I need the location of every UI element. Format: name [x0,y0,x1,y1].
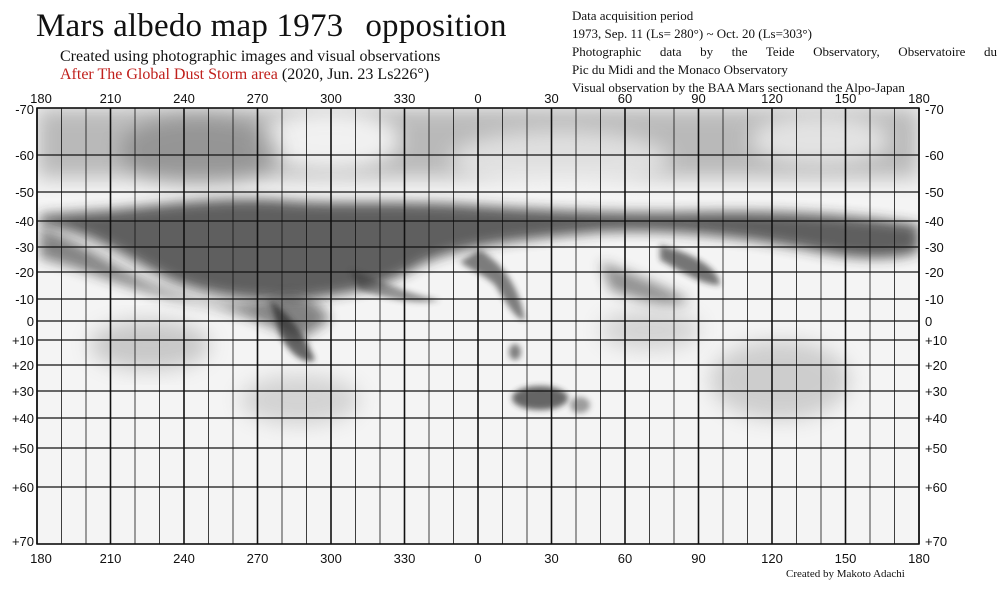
latitude-label: -30 [15,240,34,255]
latitude-label: -60 [925,148,944,163]
title-main: Mars albedo map 1973 [36,8,344,44]
latitude-label: +40 [925,411,947,426]
latitude-label: +30 [12,384,34,399]
credit-line: Created by Makoto Adachi [786,568,905,580]
longitude-label: 210 [100,91,122,106]
info-heading: Data acquisition period [572,8,694,23]
latitude-label: -30 [925,240,944,255]
subtitle-method: Created using photographic images and vi… [60,48,441,65]
latitude-label: 0 [925,314,932,329]
longitude-label: 210 [100,551,122,566]
subtitle-dust-storm: After The Global Dust Storm area (2020, … [60,66,429,84]
longitude-label: 120 [761,91,783,106]
subtitle-red-note: After The Global Dust Storm area [60,66,278,83]
latitude-label: -20 [15,265,34,280]
longitude-label: 300 [320,91,342,106]
latitude-label: -70 [15,102,34,117]
longitude-label: 180 [30,91,52,106]
longitude-label: 240 [173,91,195,106]
latitude-label: -10 [15,292,34,307]
longitude-label: 120 [761,551,783,566]
latitude-label: -40 [925,214,944,229]
latitude-label: +50 [925,441,947,456]
longitude-label: 240 [173,551,195,566]
longitude-label: 0 [474,91,481,106]
longitude-label: 270 [247,551,269,566]
latitude-labels-right: -70 -60 -50 -40 -30 -20 -10 0 +10 +20 +30 +40 +50 +60… [925,102,947,549]
latitude-label: +70 [12,534,34,549]
longitude-label: 0 [474,551,481,566]
latitude-label: +60 [925,480,947,495]
latitude-labels-left: -70 -60 -50 -40 -30 -20 -10 0 +10 +20 +30 +40 +50 +60… [12,102,34,549]
latitude-label: +40 [12,411,34,426]
info-photo-line1: Photographic data by the Teide Observato… [572,44,997,59]
latitude-label: -60 [15,148,34,163]
coordinate-grid [36,107,920,545]
latitude-label: +10 [12,333,34,348]
map-border [36,107,920,545]
title-suffix: opposition [365,8,507,44]
longitude-label: 270 [247,91,269,106]
latitude-label: -70 [925,102,944,117]
latitude-label: +20 [12,358,34,373]
longitude-label: 90 [691,551,705,566]
longitude-label: 30 [544,551,558,566]
latitude-label: +30 [925,384,947,399]
longitude-labels-top: 180 210 240 270 300 330 0 30 60 90 120 150 180 [30,91,930,106]
subtitle-date: (2020, Jun. 23 Ls226°) [277,66,430,83]
longitude-label: 180 [30,551,52,566]
longitude-label: 180 [908,551,930,566]
map-title: Mars albedo map 1973 opposition [36,8,507,45]
info-photo-line2: Pic du Midi and the Monaco Observatory [572,62,788,77]
info-period: 1973, Sep. 11 (Ls= 280°) ~ Oct. 20 (Ls=3… [572,26,812,41]
longitude-label: 150 [835,91,857,106]
longitude-label: 60 [618,551,632,566]
longitude-label: 330 [394,91,416,106]
latitude-label: +20 [925,358,947,373]
latitude-label: +60 [12,480,34,495]
longitude-labels-bottom: 180 210 240 270 300 330 0 30 60 90 120 150 180 [30,551,930,566]
longitude-label: 150 [835,551,857,566]
longitude-label: 180 [908,91,930,106]
longitude-label: 330 [394,551,416,566]
latitude-label: -40 [15,214,34,229]
longitude-label: 90 [691,91,705,106]
info-visual: Visual observation by the BAA Mars secti… [572,80,905,95]
latitude-label: -50 [15,185,34,200]
latitude-label: -20 [925,265,944,280]
longitude-label: 30 [544,91,558,106]
latitude-label: +70 [925,534,947,549]
data-info-block: Data acquisition period 1973, Sep. 11 (L… [572,7,997,97]
latitude-label: +10 [925,333,947,348]
longitude-label: 60 [618,91,632,106]
latitude-label: 0 [27,314,34,329]
latitude-label: -50 [925,185,944,200]
latitude-label: -10 [925,292,944,307]
latitude-label: +50 [12,441,34,456]
longitude-label: 300 [320,551,342,566]
